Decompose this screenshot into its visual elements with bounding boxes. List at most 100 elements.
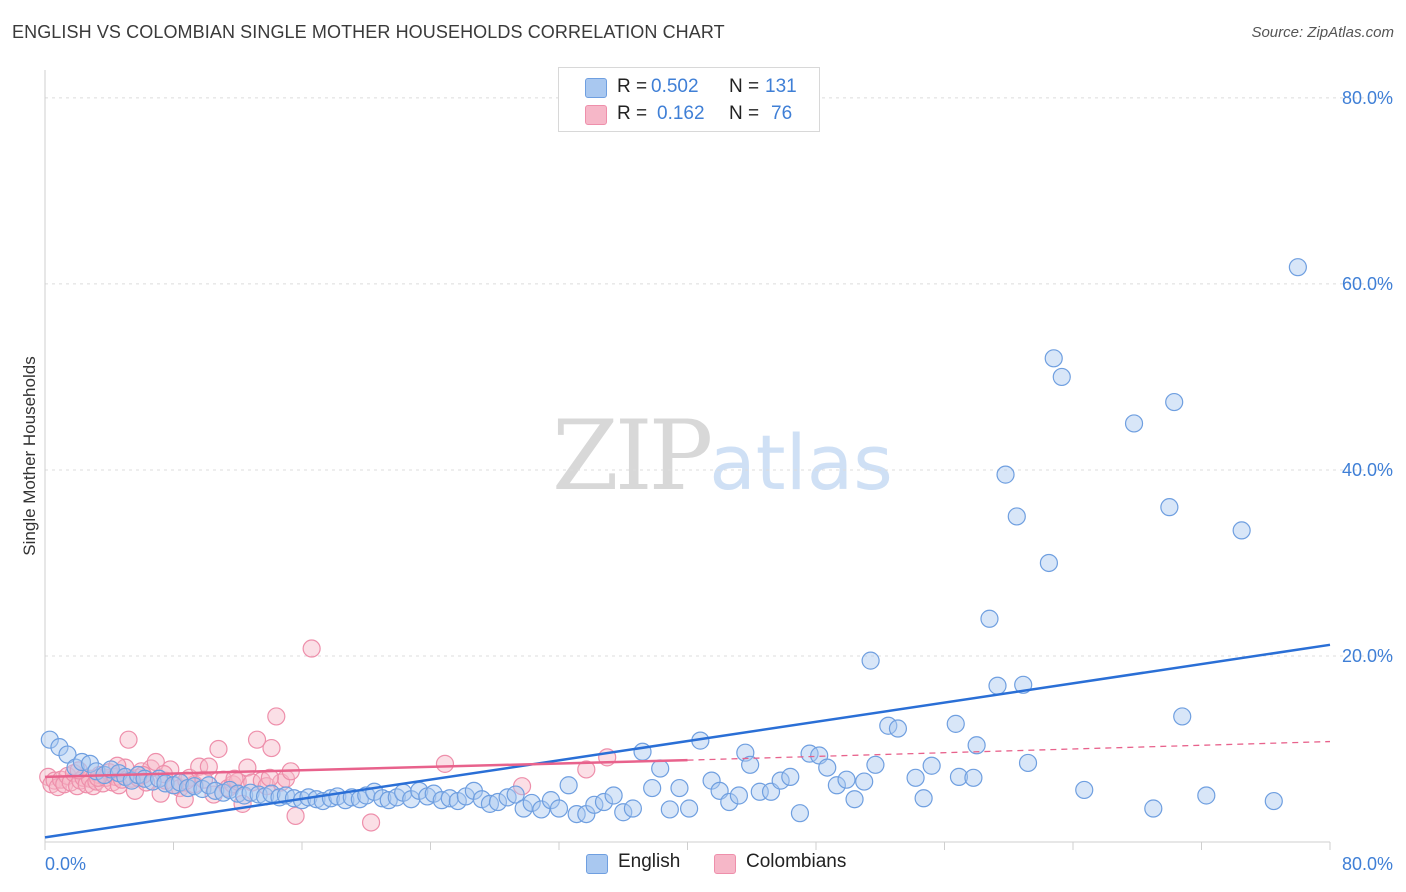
legend-n-value: 76 [771,103,793,124]
english-point [643,778,662,798]
colombians-point [577,760,596,779]
legend-swatch-english [586,854,608,874]
english-point [720,792,739,812]
english-point [1160,498,1179,517]
english-point [1018,753,1038,773]
english-point [80,754,100,773]
y-tick-label: 40.0% [1342,460,1393,480]
english-point [1039,553,1059,573]
legend-r-label: R = [617,76,648,97]
y-tick-label: 60.0% [1342,274,1393,294]
english-point [680,799,699,818]
english-point [1165,392,1184,412]
english-point [837,770,856,789]
english-point [1232,521,1251,540]
legend-label-english: English [618,851,681,872]
english-point [980,609,999,628]
english-point [651,759,670,778]
english-point [670,778,689,798]
legend-row-colombians: R = 0.162 N = 76 [559,103,819,127]
colombians-point [175,790,194,809]
english-point [373,789,392,808]
english-point [741,755,760,774]
english-point [1052,367,1071,387]
watermark-zip: ZIP [552,400,713,512]
english-point [506,785,525,804]
colombians-point [361,813,381,832]
legend-label-colombians: Colombians [746,851,847,872]
colombians-point [247,730,267,749]
english-point [623,799,642,818]
colombians-point [286,806,305,826]
legend-n-label: N = [729,103,760,124]
chart-source: Source: ZipAtlas.com [1251,24,1394,41]
colombians-point [260,768,279,787]
english-point [845,790,864,809]
watermark: ZIPatlas [552,400,893,512]
english-point [967,736,986,755]
english-point [549,799,569,818]
stats-legend: R = 0.502 N = 131 R = 0.162 N = 76 [558,67,820,132]
english-point [771,771,790,790]
english-point [1124,414,1144,433]
english-point [178,778,198,798]
legend-swatch-colombians [585,105,607,125]
english-point [58,745,77,764]
english-point [888,719,908,738]
english-point [736,743,755,762]
english-point [790,804,810,823]
colombians-point [225,769,244,788]
english-point [614,803,633,822]
legend-r-value: 0.162 [657,103,705,124]
english-point [914,789,933,808]
english-point [594,792,614,812]
english-point [906,768,925,787]
english-point [1075,780,1094,800]
colombians-point [302,639,321,658]
english-point [532,800,551,819]
y-tick-label: 80.0% [1342,88,1393,108]
english-point [866,755,885,774]
english-point [729,786,749,805]
english-point [855,772,874,791]
legend-swatch-english [585,78,607,98]
english-point [988,676,1007,695]
colombians-point [262,738,281,758]
legend-r-label: R = [617,103,648,124]
english-point [964,768,983,787]
english-point [559,776,578,795]
colombians-trend-line-extension [687,740,1331,761]
english-point [249,785,268,804]
colombians-point [199,757,218,776]
legend-n-label: N = [729,76,760,97]
colombians-trend-line [44,758,688,779]
colombians-point [435,754,455,773]
english-point [922,756,941,775]
english-point [781,767,800,786]
colombians-point [267,707,286,726]
english-point [604,786,623,805]
chart-title: ENGLISH VS COLOMBIAN SINGLE MOTHER HOUSE… [12,22,725,42]
legend-r-value: 0.502 [651,76,699,97]
english-point [1173,707,1192,726]
english-point [1197,786,1216,805]
colombians-point [119,730,138,749]
english-point [946,714,965,733]
english-point [40,730,59,749]
english-point [1144,799,1163,818]
watermark-atlas: atlas [709,418,893,507]
colombians-point [209,739,228,759]
english-point [996,465,1015,484]
english-point [949,767,969,786]
english-point [488,792,508,812]
x-tick-label: 80.0% [1342,854,1393,874]
y-tick-label: 20.0% [1342,646,1393,666]
english-point [1288,258,1307,277]
english-point [1044,349,1063,368]
english-point [660,800,679,819]
english-point [861,651,880,670]
english-point [522,793,541,813]
legend-n-value: 131 [765,76,797,97]
english-point [567,804,586,824]
